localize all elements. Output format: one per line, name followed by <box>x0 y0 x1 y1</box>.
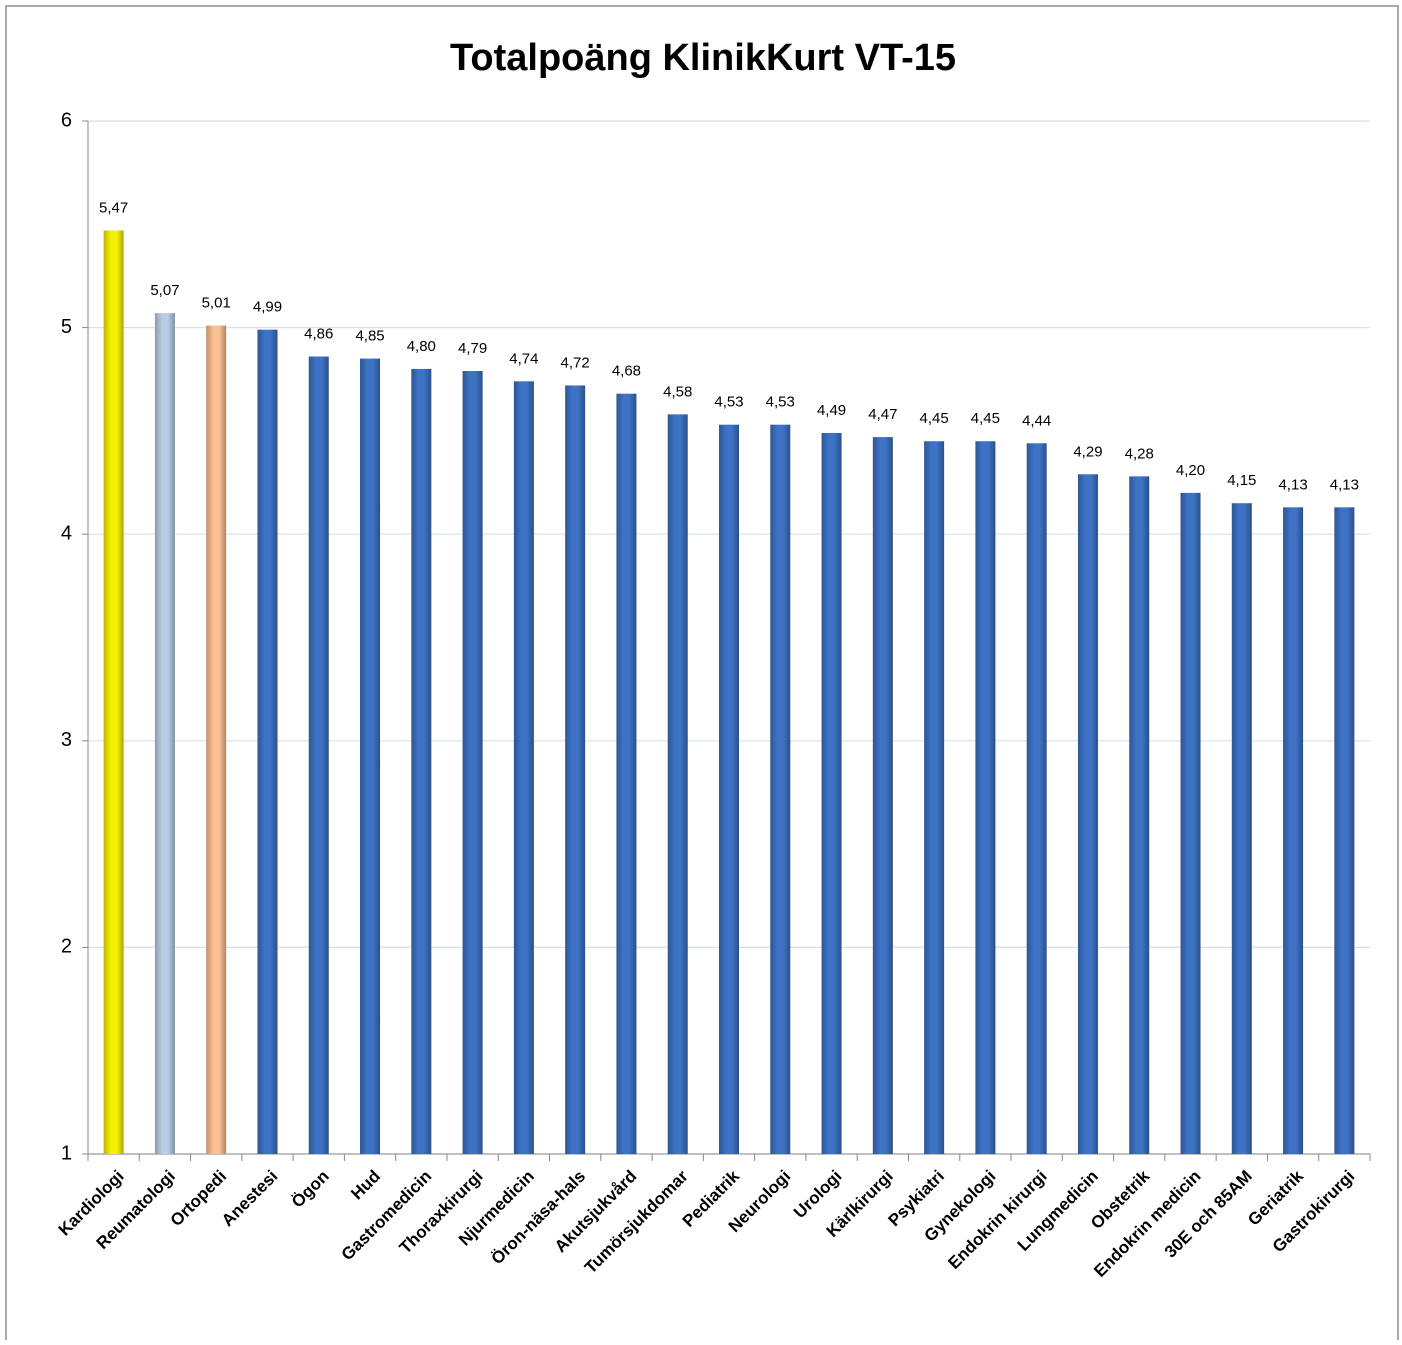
data-label: 4,74 <box>509 350 538 367</box>
data-label: 4,15 <box>1227 472 1256 489</box>
bar <box>308 356 329 1154</box>
data-label: 4,45 <box>920 410 949 427</box>
data-label: 4,68 <box>612 363 641 380</box>
bar <box>1129 476 1150 1154</box>
y-tick-label: 3 <box>61 729 72 751</box>
bar <box>206 325 227 1154</box>
y-tick-label: 4 <box>61 522 72 544</box>
y-tick-label: 6 <box>61 109 72 131</box>
bar <box>1180 492 1201 1154</box>
bar <box>719 424 739 1154</box>
y-tick-label: 2 <box>61 936 72 958</box>
bar <box>616 393 637 1154</box>
data-label: 4,13 <box>1278 476 1307 493</box>
bar <box>924 441 945 1155</box>
data-label: 4,86 <box>304 325 333 342</box>
data-label: 4,53 <box>766 394 795 411</box>
data-label: 4,79 <box>458 340 487 357</box>
data-label: 4,29 <box>1073 443 1102 460</box>
y-tick-label: 1 <box>61 1142 72 1164</box>
data-label: 5,47 <box>99 199 128 216</box>
bar <box>1026 443 1047 1154</box>
data-label: 4,45 <box>971 410 1000 427</box>
data-label: 5,07 <box>150 282 179 299</box>
bar <box>667 414 688 1154</box>
bar <box>872 437 893 1154</box>
data-label: 4,13 <box>1330 476 1359 493</box>
bar <box>565 385 586 1154</box>
y-tick-label: 5 <box>61 316 72 338</box>
bar <box>975 441 996 1155</box>
data-label: 4,72 <box>561 354 590 371</box>
bar <box>1334 507 1355 1154</box>
bar <box>1283 507 1304 1154</box>
bar <box>411 368 432 1154</box>
bar <box>1077 474 1098 1154</box>
data-label: 4,99 <box>253 299 282 316</box>
bar <box>821 432 842 1154</box>
bar <box>103 230 124 1155</box>
data-label: 4,20 <box>1176 462 1205 479</box>
bar <box>257 329 278 1154</box>
bar <box>360 358 381 1155</box>
chart-title: Totalpoäng KlinikKurt VT-15 <box>450 37 956 79</box>
data-label: 4,85 <box>355 328 384 345</box>
data-label: 4,47 <box>868 406 897 423</box>
data-label: 4,49 <box>817 402 846 419</box>
data-label: 4,80 <box>407 338 436 355</box>
bar <box>1231 503 1252 1155</box>
bar <box>154 313 175 1154</box>
bar <box>513 381 534 1154</box>
data-label: 4,58 <box>663 383 692 400</box>
chart-frame <box>5 5 1399 1345</box>
data-label: 4,53 <box>714 394 743 411</box>
bar <box>462 370 483 1155</box>
data-label: 5,01 <box>202 295 231 312</box>
data-label: 4,28 <box>1125 445 1154 462</box>
data-label: 4,44 <box>1022 412 1051 429</box>
bar <box>770 424 791 1154</box>
